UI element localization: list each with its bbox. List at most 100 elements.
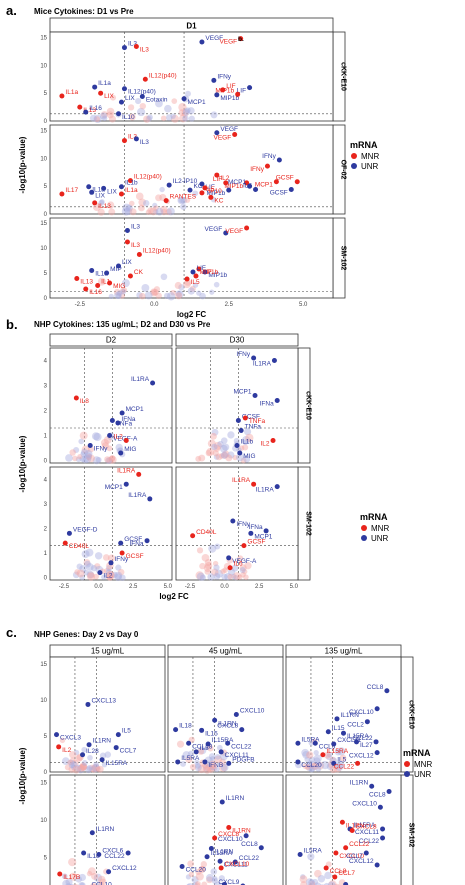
data-point	[220, 87, 226, 93]
background-point	[242, 435, 251, 445]
data-point	[89, 189, 95, 195]
data-point	[199, 727, 205, 733]
background-point	[106, 457, 114, 464]
background-point	[76, 563, 83, 570]
point-label: GCSF	[242, 414, 260, 421]
legend-swatch-mnr	[404, 761, 410, 767]
data-point	[116, 111, 122, 117]
background-point	[204, 568, 211, 575]
background-point	[139, 102, 146, 110]
point-label: IFNa	[260, 401, 274, 408]
point-label: GCSF	[126, 553, 144, 560]
point-label: CCL20	[186, 867, 207, 874]
background-point	[81, 746, 88, 753]
x-axis-label: log2 FC	[177, 310, 207, 319]
background-point	[106, 570, 115, 579]
background-point	[199, 292, 206, 300]
data-point	[223, 180, 229, 186]
point-label: CCL22	[104, 853, 125, 860]
background-point	[84, 450, 93, 458]
data-point	[190, 269, 196, 275]
point-label: IFNy	[250, 166, 264, 173]
data-point	[248, 530, 254, 536]
data-point	[147, 496, 153, 502]
y-tick-label: 0	[44, 296, 48, 302]
panel-b: b. NHP Cytokines: 135 ug/mL; D2 and D30 v…	[6, 317, 389, 601]
background-point	[97, 875, 106, 884]
point-label: IL1RN	[350, 779, 369, 786]
point-label: CXCL9	[218, 879, 239, 885]
background-point	[182, 108, 190, 116]
point-label: IL1RA	[128, 492, 147, 499]
facet: IL1RAIL8MCP1TNFaIFNaVEGF-AIL2IFNyMIG0123…	[44, 347, 173, 465]
point-label: IL5	[200, 745, 209, 752]
background-point	[108, 455, 116, 463]
background-point	[68, 858, 77, 867]
data-point	[115, 732, 121, 738]
point-label: LIF	[196, 265, 205, 272]
background-point	[159, 186, 165, 193]
background-point	[185, 755, 193, 764]
background-point	[239, 567, 246, 573]
background-point	[212, 450, 219, 457]
background-point	[97, 277, 106, 286]
point-label: IL15RA	[347, 733, 369, 740]
data-point	[57, 871, 63, 877]
y-tick-label: 10	[40, 156, 47, 162]
data-point	[136, 471, 142, 477]
background-point	[233, 437, 240, 444]
background-point	[311, 762, 319, 771]
background-point	[144, 291, 153, 300]
point-label: IFNa	[129, 541, 143, 548]
data-point	[83, 109, 89, 115]
background-point	[311, 878, 319, 885]
legend-item-mnr: MNR	[414, 760, 432, 769]
data-point	[86, 184, 92, 190]
point-label: CXCL11	[355, 829, 379, 836]
point-label: IL3	[128, 134, 137, 141]
data-point	[244, 180, 250, 186]
data-point	[81, 850, 87, 856]
data-point	[87, 443, 93, 448]
background-point	[109, 454, 116, 462]
point-label: TNFa	[245, 424, 262, 431]
background-point	[91, 763, 100, 773]
background-point	[68, 766, 76, 773]
point-label: CCL8	[241, 841, 258, 848]
data-point	[104, 270, 110, 276]
background-point	[81, 445, 90, 454]
legend-swatch-unr	[361, 535, 367, 541]
background-point	[245, 433, 254, 442]
y-tick-label: 15	[40, 781, 47, 787]
x-tick-label: 5.0	[299, 302, 308, 308]
background-point	[150, 289, 158, 297]
data-point	[199, 181, 205, 187]
background-point	[302, 751, 310, 759]
background-point	[218, 875, 225, 882]
data-point	[276, 157, 282, 163]
background-point	[111, 571, 118, 578]
data-point	[116, 263, 122, 269]
data-point	[380, 835, 386, 841]
point-label: IL1RN	[226, 795, 245, 802]
background-point	[86, 570, 95, 579]
point-label: IL6	[234, 561, 243, 568]
background-point	[221, 573, 228, 581]
background-point	[93, 114, 102, 124]
data-point	[73, 395, 79, 401]
background-point	[85, 548, 94, 557]
data-point	[163, 198, 169, 204]
background-point	[306, 760, 315, 769]
background-point	[75, 456, 82, 463]
point-label: CCL18	[192, 743, 213, 750]
point-label: KC	[194, 183, 203, 190]
point-label: IL15RA	[354, 822, 376, 829]
background-point	[327, 881, 336, 885]
background-point	[135, 98, 142, 105]
data-point	[217, 858, 223, 864]
data-point	[235, 418, 241, 423]
data-point	[320, 752, 326, 758]
background-point	[180, 760, 187, 767]
